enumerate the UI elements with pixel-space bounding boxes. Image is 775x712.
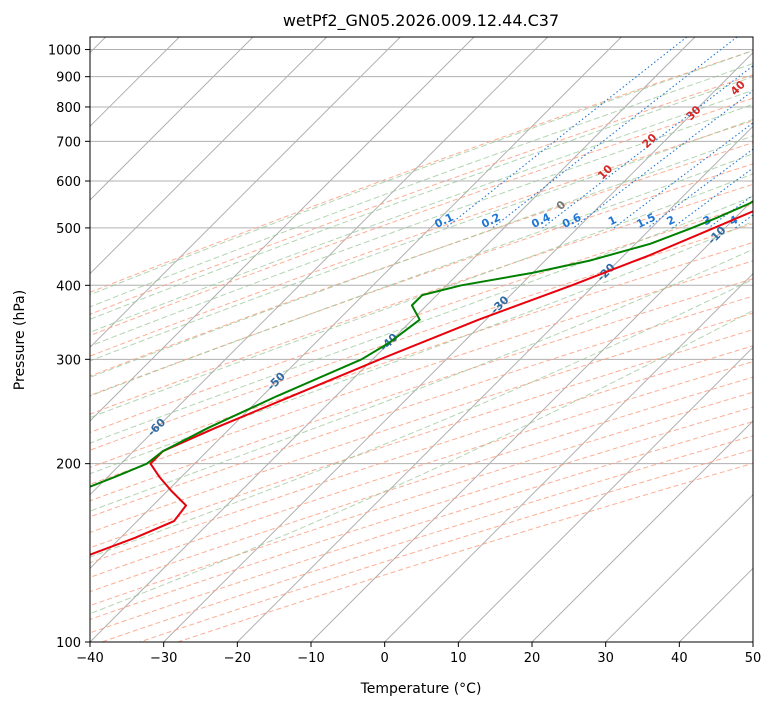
y-tick-label: 1000	[48, 44, 81, 59]
dry-adiabat	[90, 361, 753, 578]
dewpoint-line	[90, 200, 753, 488]
y-tick-label: 800	[56, 101, 81, 116]
y-tick-label: 900	[56, 71, 81, 86]
moist-adiabat	[90, 173, 753, 419]
chart-title: wetPf2_GN05.2026.009.12.44.C37	[283, 11, 559, 31]
dry-adiabat	[90, 312, 753, 534]
x-axis-label: Temperature (°C)	[360, 681, 482, 697]
mixing-ratio-line	[542, 65, 753, 229]
isotherm--50	[90, 37, 622, 570]
moist-adiabat	[90, 220, 753, 475]
x-tick-label: 30	[597, 651, 614, 666]
y-tick-label: 700	[56, 135, 81, 150]
x-axis: −40 −30 −20 −10 0 10 20 30 40 50	[76, 642, 761, 666]
dry-adiabat	[90, 278, 753, 502]
dry-adiabat	[177, 462, 753, 642]
isotherm--80	[90, 37, 401, 349]
isotherm--90	[90, 37, 328, 275]
x-tick-label: −40	[76, 651, 103, 666]
x-tick-label: 50	[745, 651, 762, 666]
dry-adiabat	[90, 241, 753, 469]
y-tick-label: 200	[56, 458, 81, 473]
dry-adiabat	[101, 435, 753, 642]
y-axis-label: Pressure (hPa)	[12, 290, 28, 390]
x-tick-label: −30	[150, 651, 177, 666]
x-tick-label: 40	[671, 651, 688, 666]
isotherm--30	[163, 51, 753, 642]
moist-adiabat	[90, 118, 753, 362]
y-tick-label: 600	[56, 175, 81, 190]
moist-adiabat	[90, 50, 753, 296]
dry-adiabat	[90, 345, 753, 564]
x-tick-label: −10	[297, 651, 324, 666]
moist-adiabat	[90, 89, 753, 333]
moist-adiabat	[90, 309, 753, 615]
plot-frame	[89, 36, 754, 643]
y-tick-label: 400	[56, 279, 81, 294]
mixing-ratio-line	[672, 167, 753, 229]
dry-adiabat	[90, 183, 753, 415]
moist-adiabat	[90, 248, 753, 512]
dry-adiabat	[90, 223, 753, 451]
mixing-ratio-line	[445, 37, 688, 229]
y-axis: 100 200 300 400 500 600 700 800 900 1000	[48, 44, 90, 651]
profile-series	[90, 200, 753, 556]
isotherm--10	[310, 199, 753, 642]
x-tick-label: −20	[224, 651, 251, 666]
moist-adiabat	[90, 76, 753, 320]
isotherm-10	[457, 346, 753, 642]
dry-adiabat	[90, 203, 753, 433]
mixing-ratio-line	[613, 122, 753, 229]
dry-adiabat	[90, 376, 753, 593]
isotherm--20	[236, 125, 753, 642]
moist-adiabat	[90, 63, 753, 308]
temperature-line	[90, 210, 753, 556]
moist-adiabat	[90, 278, 753, 558]
isotherm--60	[90, 37, 549, 496]
x-tick-label: 10	[450, 651, 467, 666]
dry-adiabat	[90, 329, 753, 549]
dry-adiabat	[139, 449, 753, 642]
isotherm--70	[90, 37, 475, 422]
moist-adiabat	[90, 195, 753, 444]
isotherm-30	[605, 493, 753, 642]
background-lines	[90, 37, 753, 642]
isotherm-20	[531, 420, 753, 642]
dry-adiabat	[90, 142, 753, 377]
y-tick-label: 100	[56, 636, 81, 651]
moist-adiabat	[90, 153, 753, 397]
isotherm--100	[90, 37, 254, 201]
y-tick-label: 500	[56, 222, 81, 237]
isotherm-0	[384, 272, 753, 642]
y-tick-label: 300	[56, 353, 81, 368]
x-tick-label: 20	[524, 651, 541, 666]
x-tick-label: 0	[381, 651, 389, 666]
